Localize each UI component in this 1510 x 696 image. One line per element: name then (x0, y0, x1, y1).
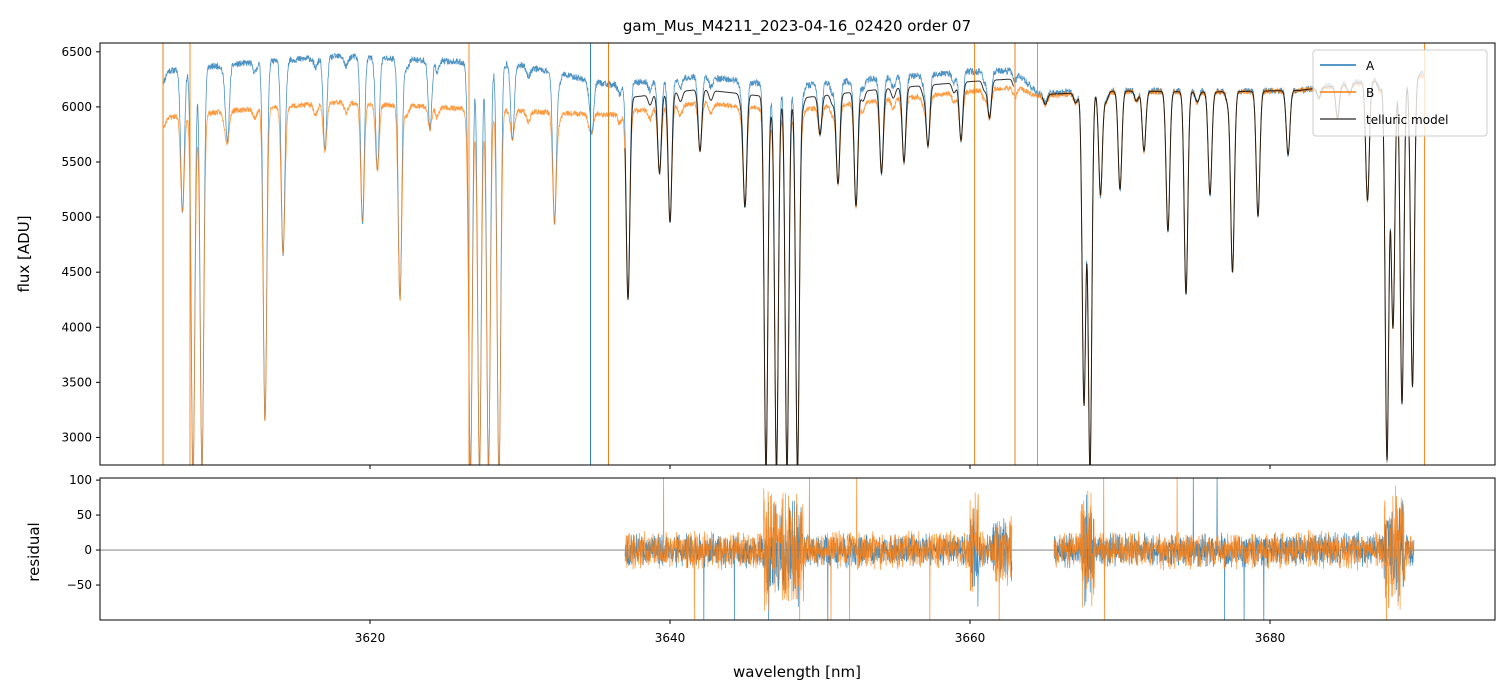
residual-line-b-0 (624, 478, 1013, 620)
x-tick-label-3: 3680 (1255, 631, 1286, 645)
legend-label-b: B (1366, 86, 1374, 100)
flux-y-tick-label-0: 3000 (61, 430, 92, 444)
residual-y-tick-label-1: 0 (84, 543, 92, 557)
series-line-a (162, 52, 1425, 465)
x-tick-label-1: 3640 (655, 631, 686, 645)
flux-y-tick-label-3: 4500 (61, 265, 92, 279)
legend-label-a: A (1366, 59, 1375, 73)
flux-y-axis-label: flux [ADU] (15, 215, 33, 292)
residual-y-tick-label-2: 50 (77, 508, 92, 522)
flux-y-tick-label-1: 3500 (61, 375, 92, 389)
x-tick-label-0: 3620 (355, 631, 386, 645)
residual-y-tick-label-3: 100 (69, 473, 92, 487)
x-axis-label: wavelength [nm] (733, 663, 861, 681)
residual-y-axis-label: residual (25, 522, 43, 581)
telluric-model-line-0 (624, 78, 1014, 465)
flux-y-tick-label-5: 5500 (61, 155, 92, 169)
flux-y-tick-label-7: 6500 (61, 45, 92, 59)
residual-line-b-1 (1053, 478, 1415, 620)
flux-y-tick-label-2: 4000 (61, 320, 92, 334)
residual-axes-frame (99, 477, 1496, 621)
residual-line-a-0 (624, 500, 1013, 620)
flux-y-tick-label-4: 5000 (61, 210, 92, 224)
residual-panel: −50 0 50 100 3620 3640 3660 3680 residual wave… (25, 473, 1496, 681)
flux-axes-frame (99, 42, 1496, 466)
chart-title: gam_Mus_M4211_2023-04-16_02420 order 07 (623, 17, 971, 36)
legend-box (1312, 49, 1488, 137)
flux-panel: 3000 3500 4000 4500 5000 5500 6000 6500 flux [A… (15, 42, 1496, 469)
legend: A B telluric model (1312, 49, 1488, 137)
flux-y-tick-label-6: 6000 (61, 100, 92, 114)
legend-label-telluric: telluric model (1366, 113, 1448, 127)
x-tick-label-2: 3660 (955, 631, 986, 645)
residual-y-tick-label-0: −50 (67, 578, 92, 592)
